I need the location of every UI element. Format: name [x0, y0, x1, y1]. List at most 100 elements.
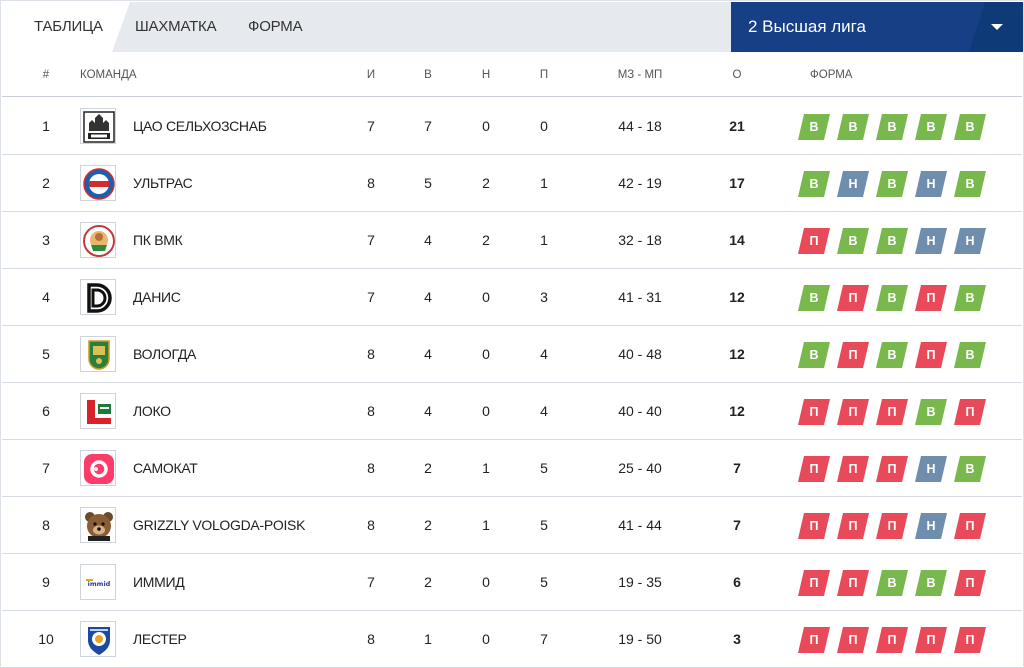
table-row[interactable]: 10 8 1 0 7 19 - 50 3 ЛЕСТЕР П П П П П [2, 611, 1022, 668]
draws-cell: 1 [482, 517, 490, 533]
form-result-badge[interactable]: П [837, 513, 869, 539]
draws-cell: 0 [482, 403, 490, 419]
form-result-badge[interactable]: П [876, 399, 908, 425]
table-row[interactable]: 5 8 4 0 4 40 - 48 12 ВОЛОГДА В П В П В [2, 326, 1022, 383]
form-result-badge[interactable]: В [798, 342, 830, 368]
form-result-badge[interactable]: В [876, 114, 908, 140]
games-cell: 7 [367, 232, 375, 248]
form-result-badge[interactable]: П [954, 627, 986, 653]
losses-cell: 4 [540, 346, 548, 362]
form-result-badge[interactable]: В [837, 114, 869, 140]
form-result-badge[interactable]: П [837, 342, 869, 368]
losses-cell: 5 [540, 460, 548, 476]
form-result-badge[interactable]: П [798, 456, 830, 482]
table-row[interactable]: 6 8 4 0 4 40 - 40 12 ЛОКО П П П В П [2, 383, 1022, 440]
form-result-badge[interactable]: П [876, 627, 908, 653]
chevron-down-icon[interactable] [991, 24, 1003, 30]
form-result-badge[interactable]: П [837, 570, 869, 596]
form-result-badge[interactable]: П [954, 399, 986, 425]
points-cell: 7 [733, 517, 741, 533]
form-result-badge[interactable]: П [798, 513, 830, 539]
form-result-badge[interactable]: П [798, 228, 830, 254]
form-result-badge[interactable]: В [876, 171, 908, 197]
goals-cell: 41 - 44 [618, 517, 662, 533]
form-result-badge[interactable]: П [837, 456, 869, 482]
goals-cell: 42 - 19 [618, 175, 662, 191]
form-result-badge[interactable]: Н [915, 171, 947, 197]
table-row[interactable]: 4 7 4 0 3 41 - 31 12 ДАНИС В П В П В [2, 269, 1022, 326]
form-result-badge[interactable]: В [954, 342, 986, 368]
form-result-badge[interactable]: Н [837, 171, 869, 197]
draws-cell: 0 [482, 574, 490, 590]
form-result-badge[interactable]: П [837, 399, 869, 425]
team-name-link[interactable]: САМОКАТ [133, 460, 198, 476]
form-result-badge[interactable]: П [876, 456, 908, 482]
team-name-link[interactable]: ДАНИС [133, 289, 181, 305]
goals-cell: 44 - 18 [618, 118, 662, 134]
form-result-badge[interactable]: В [798, 114, 830, 140]
form-result-badge[interactable]: В [876, 285, 908, 311]
team-name-link[interactable]: ВОЛОГДА [133, 346, 197, 362]
table-row[interactable]: 3 7 4 2 1 32 - 18 14 ПК ВМК П В В Н Н [2, 212, 1022, 269]
team-name-link[interactable]: УЛЬТРАС [133, 175, 193, 191]
wins-cell: 1 [424, 631, 432, 647]
tab-form[interactable]: Форма [248, 2, 318, 52]
team-name-link[interactable]: ЦАО СЕЛЬХОЗСНАБ [133, 118, 267, 134]
form-result-badge[interactable]: В [876, 570, 908, 596]
form-result-badge[interactable]: В [798, 285, 830, 311]
form-result-badge[interactable]: П [915, 627, 947, 653]
games-cell: 7 [367, 289, 375, 305]
form-result-badge[interactable]: В [954, 171, 986, 197]
form-result-badge[interactable]: В [954, 114, 986, 140]
form-result-badge[interactable]: Н [954, 228, 986, 254]
form-result-badge[interactable]: П [837, 627, 869, 653]
table-row[interactable]: 9 7 2 0 5 19 - 35 6 immid ИММИД П П В В П [2, 554, 1022, 611]
draws-cell: 0 [482, 631, 490, 647]
form-result-badge[interactable]: В [954, 456, 986, 482]
col-draws: Н [481, 69, 491, 81]
form-result-badge[interactable]: П [837, 285, 869, 311]
rank-cell: 3 [42, 232, 50, 248]
form-result-badge[interactable]: В [915, 114, 947, 140]
form-result-badge[interactable]: В [798, 171, 830, 197]
form-result-badge[interactable]: П [798, 570, 830, 596]
tab-label: Форма [248, 18, 303, 35]
games-cell: 8 [367, 517, 375, 533]
form-result-badge[interactable]: П [915, 285, 947, 311]
loko-logo-icon [80, 393, 116, 429]
games-cell: 8 [367, 175, 375, 191]
form-result-badge[interactable]: Н [915, 513, 947, 539]
form-result-badge[interactable]: В [954, 285, 986, 311]
table-row[interactable]: 7 8 2 1 5 25 - 40 7 САМОКАТ П П П Н В [2, 440, 1022, 497]
form-result-badge[interactable]: П [876, 513, 908, 539]
losses-cell: 5 [540, 574, 548, 590]
form-result-badge[interactable]: П [798, 399, 830, 425]
tab-table[interactable]: Таблица [2, 2, 130, 52]
team-name-link[interactable]: ПК ВМК [133, 232, 183, 248]
rank-cell: 8 [42, 517, 50, 533]
losses-cell: 5 [540, 517, 548, 533]
losses-cell: 1 [540, 232, 548, 248]
form-result-badge[interactable]: В [915, 570, 947, 596]
form-result-badge[interactable]: П [798, 627, 830, 653]
form-result-badge[interactable]: Н [915, 456, 947, 482]
team-name-link[interactable]: ИММИД [133, 574, 185, 590]
team-name-link[interactable]: ЛОКО [133, 403, 171, 419]
table-row[interactable]: 8 8 2 1 5 41 - 44 7 GRIZZLY VOLOGDA-POISK П П П Н П [2, 497, 1022, 554]
table-row[interactable]: 1 7 7 0 0 44 - 18 21 ЦАО СЕЛЬХОЗСНАБ В В В В В [2, 98, 1022, 155]
form-result-badge[interactable]: П [915, 342, 947, 368]
league-select[interactable]: 2 Высшая лига [731, 2, 1023, 52]
rank-cell: 6 [42, 403, 50, 419]
form-result-badge[interactable]: В [915, 399, 947, 425]
tab-chess[interactable]: Шахматка [135, 2, 225, 52]
team-name-link[interactable]: ЛЕСТЕР [133, 631, 187, 647]
form-result-badge[interactable]: П [954, 570, 986, 596]
form-result-badge[interactable]: В [876, 228, 908, 254]
team-name-link[interactable]: GRIZZLY VOLOGDA-POISK [133, 517, 306, 533]
col-points: О [732, 69, 742, 81]
form-result-badge[interactable]: В [876, 342, 908, 368]
form-result-badge[interactable]: В [837, 228, 869, 254]
form-result-badge[interactable]: Н [915, 228, 947, 254]
form-result-badge[interactable]: П [954, 513, 986, 539]
table-row[interactable]: 2 8 5 2 1 42 - 19 17 УЛЬТРАС В Н В Н В [2, 155, 1022, 212]
